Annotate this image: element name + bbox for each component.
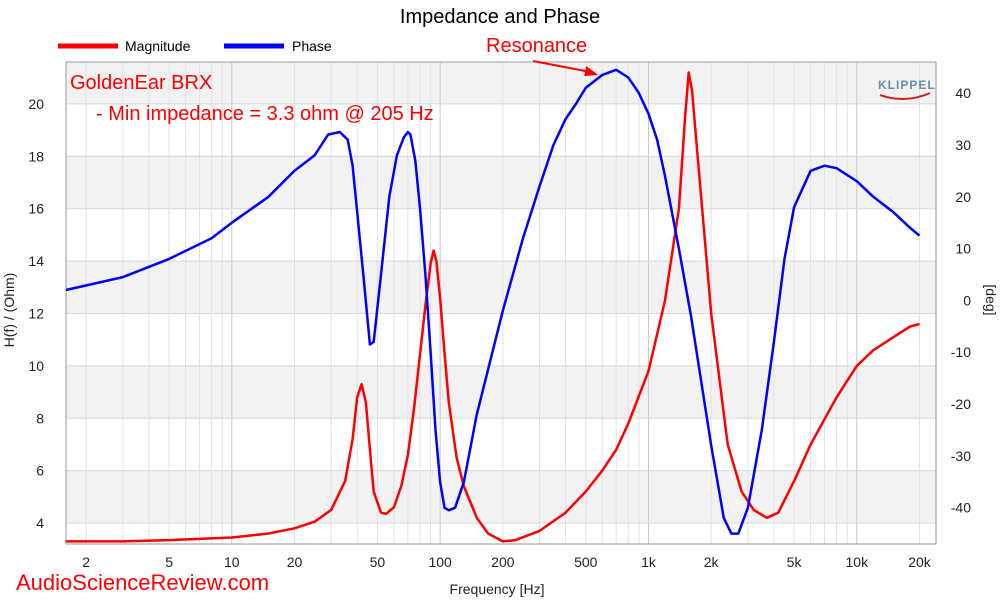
y2-tick-label: 10 bbox=[955, 241, 971, 257]
y-tick-labels: 4 6 8 10 12 14 16 18 20 bbox=[28, 96, 44, 531]
klippel-logo-text: KLIPPEL bbox=[878, 78, 936, 92]
y-tick-label: 16 bbox=[28, 201, 44, 217]
annotation-model-name: GoldenEar BRX bbox=[70, 72, 212, 94]
y-tick-label: 10 bbox=[28, 358, 44, 374]
y2-tick-label: -10 bbox=[951, 344, 971, 360]
x-tick-label: 50 bbox=[370, 554, 386, 570]
annotation-resonance: Resonance bbox=[486, 35, 587, 57]
legend: Magnitude Phase bbox=[58, 38, 332, 54]
grid-band bbox=[66, 365, 936, 419]
x-tick-labels: 2 5 10 20 50 100 200 500 1k 2k 5k 10k 20k bbox=[82, 554, 931, 570]
grid-lines bbox=[66, 62, 936, 544]
y2-tick-label: 40 bbox=[955, 85, 971, 101]
y-tick-label: 18 bbox=[28, 148, 44, 164]
y-axis-label: H(f) / (Ohm) bbox=[1, 273, 17, 348]
chart-title: Impedance and Phase bbox=[400, 6, 600, 28]
x-tick-label: 2k bbox=[704, 554, 720, 570]
y-tick-label: 4 bbox=[36, 515, 44, 531]
klippel-logo: KLIPPEL bbox=[878, 78, 936, 100]
series-lines bbox=[65, 68, 921, 543]
x-tick-label: 10 bbox=[224, 554, 240, 570]
grid-band bbox=[66, 156, 936, 209]
x-tick-label: 500 bbox=[574, 554, 598, 570]
legend-phase-label: Phase bbox=[292, 38, 332, 54]
y2-tick-labels: -40 -30 -20 -10 0 10 20 30 40 bbox=[951, 85, 971, 516]
x-tick-label: 200 bbox=[491, 554, 515, 570]
x-tick-label: 2 bbox=[82, 554, 90, 570]
grid-bands bbox=[66, 62, 936, 524]
y2-axis-label: [deg] bbox=[983, 284, 999, 315]
watermark: AudioScienceReview.com bbox=[16, 570, 269, 595]
resonance-arrow-head bbox=[584, 65, 599, 76]
resonance-arrow bbox=[532, 60, 591, 73]
x-tick-label: 1k bbox=[641, 554, 657, 570]
y2-tick-label: -30 bbox=[951, 448, 971, 464]
y-tick-label: 14 bbox=[28, 253, 44, 269]
x-tick-label: 20k bbox=[908, 554, 932, 570]
y2-tick-label: 30 bbox=[955, 137, 971, 153]
grid-band bbox=[66, 62, 936, 104]
legend-magnitude-label: Magnitude bbox=[125, 38, 191, 54]
plot-area bbox=[65, 61, 937, 545]
grid-band bbox=[66, 470, 936, 524]
series-line-phase bbox=[65, 68, 921, 535]
y2-tick-label: 20 bbox=[955, 189, 971, 205]
x-tick-label: 10k bbox=[846, 554, 870, 570]
klippel-logo-swoosh bbox=[879, 92, 931, 100]
y-tick-label: 20 bbox=[28, 96, 44, 112]
x-tick-label: 5 bbox=[165, 554, 173, 570]
x-tick-label: 100 bbox=[428, 554, 452, 570]
x-axis-label: Frequency [Hz] bbox=[450, 581, 545, 597]
y2-tick-label: 0 bbox=[963, 292, 971, 308]
grid-band bbox=[66, 261, 936, 314]
x-tick-label: 5k bbox=[787, 554, 803, 570]
annotation-min-impedance: - Min impedance = 3.3 ohm @ 205 Hz bbox=[96, 103, 434, 125]
x-tick-label: 20 bbox=[287, 554, 303, 570]
y-tick-label: 8 bbox=[36, 410, 44, 426]
y2-tick-label: -20 bbox=[951, 396, 971, 412]
y-tick-label: 12 bbox=[28, 305, 44, 321]
y2-tick-label: -40 bbox=[951, 500, 971, 516]
series-line-magnitude bbox=[66, 71, 920, 543]
y-tick-label: 6 bbox=[36, 463, 44, 479]
